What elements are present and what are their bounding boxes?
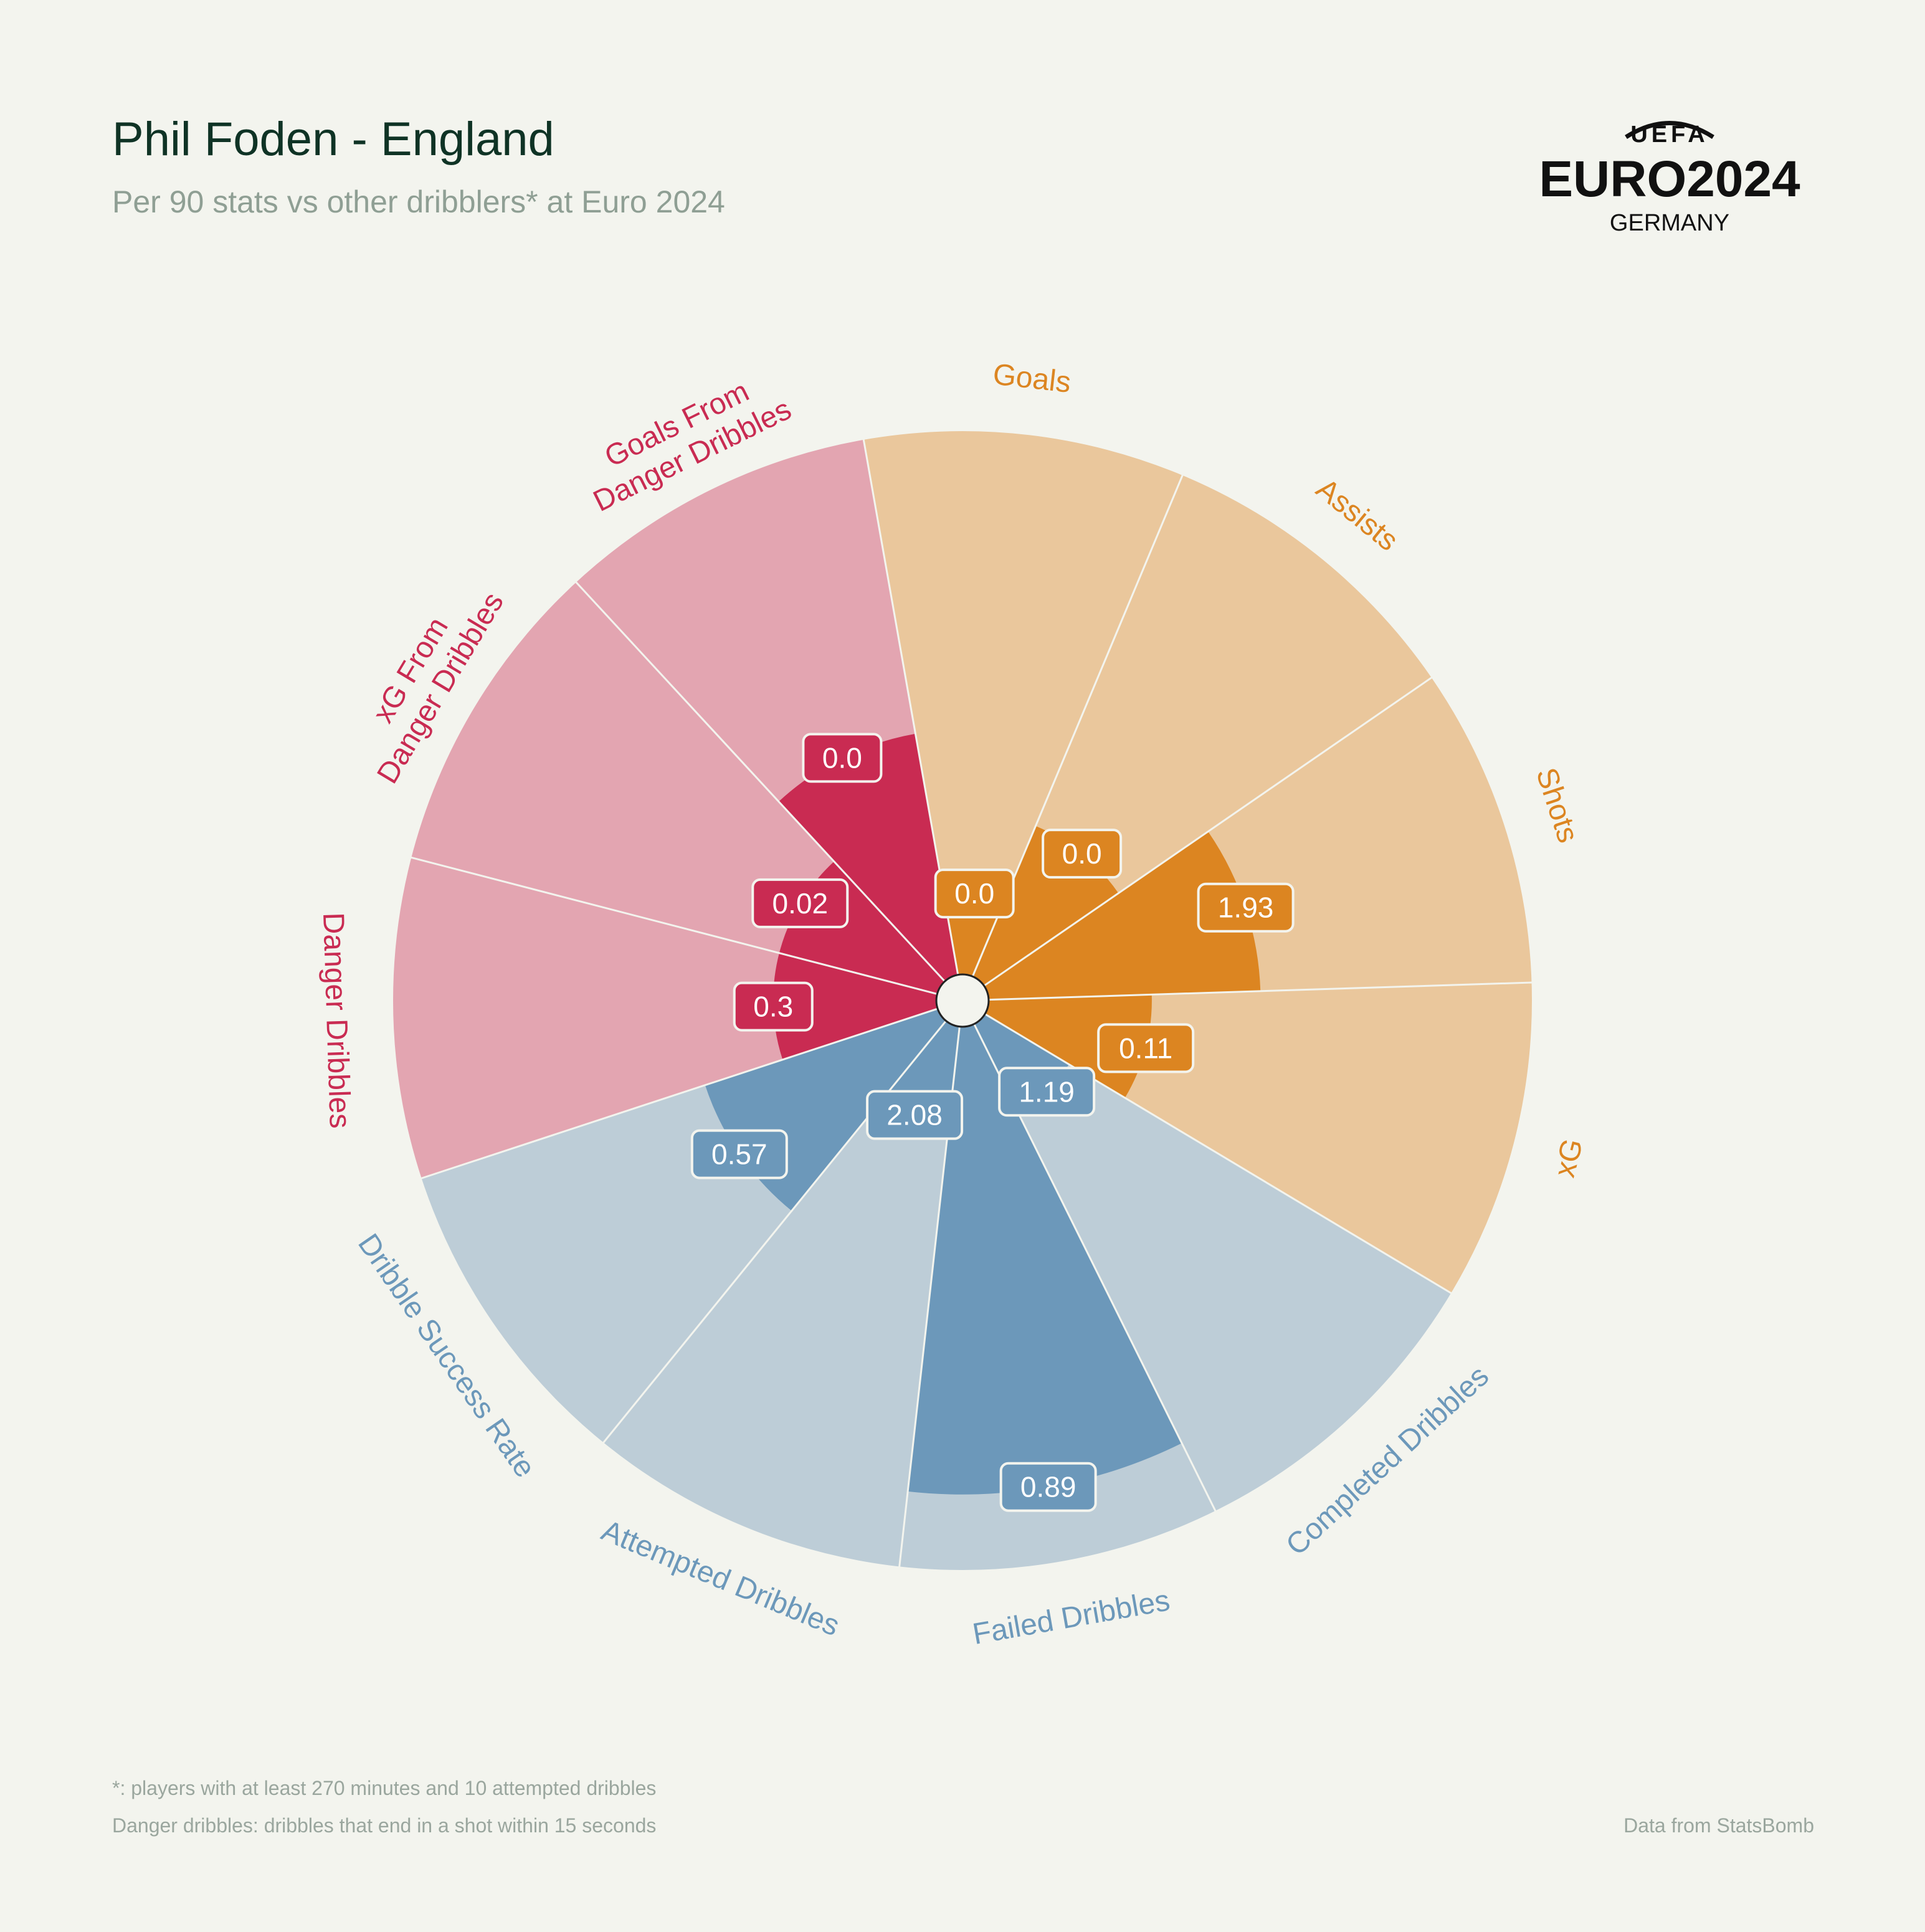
category-label-goals: Goals [991,358,1072,399]
slice-background-completed-dribbles [974,1014,1452,1511]
slice-bar-danger-dribbles [773,953,938,1060]
slice-bar-shots [984,831,1261,1000]
euro2024-logo: UEFA EURO2024 GERMANY [1539,121,1800,236]
svg-text:UEFA: UEFA [1630,121,1708,148]
value-text-danger-dribbles: 0.3 [753,991,793,1023]
value-label-attempted-dribbles: 2.08 [866,1090,964,1140]
value-label-shots: 1.93 [1197,882,1295,933]
category-label-line: Failed Dribbles [970,1584,1172,1651]
value-text-goals: 0.0 [954,877,994,910]
category-label-shots: Shots [1529,764,1585,847]
value-label-danger-dribbles: 0.3 [733,981,814,1032]
slice-divider [575,581,946,983]
slice-dividers [392,430,1533,1571]
value-label-completed-dribbles: 1.19 [998,1067,1096,1117]
category-label-assists: Assists [1310,472,1404,558]
value-text-dribble-success-rate: 0.57 [711,1138,768,1171]
value-text-xg-from-danger-dribbles: 0.02 [772,887,828,920]
value-label-xg-from-danger-dribbles: 0.02 [751,878,849,928]
value-text-shots: 1.93 [1218,892,1274,924]
svg-text:EURO2024: EURO2024 [1539,151,1800,207]
value-label-dribble-success-rate: 0.57 [690,1129,788,1179]
value-text-attempted-dribbles: 2.08 [886,1099,943,1131]
category-label-line: Danger Dribbles [316,912,356,1129]
footnote-players: *: players with at least 270 minutes and… [112,1777,657,1799]
footnote-danger-dribbles: Danger dribbles: dribbles that end in a … [112,1814,657,1837]
category-label-danger-dribbles: Danger Dribbles [316,912,356,1129]
value-label-xg: 0.11 [1097,1023,1195,1073]
value-label-failed-dribbles: 0.89 [999,1462,1097,1512]
data-source: Data from StatsBomb [1623,1814,1814,1837]
value-text-failed-dribbles: 0.89 [1020,1471,1077,1503]
category-label-failed-dribbles: Failed Dribbles [970,1584,1172,1651]
svg-text:GERMANY: GERMANY [1610,210,1729,236]
slice-divider [988,981,1533,1001]
chart-subtitle: Per 90 stats vs other dribblers* at Euro… [112,184,725,219]
value-label-goals: 0.0 [934,868,1015,919]
chart-title: Phil Foden - England [112,113,554,166]
slice-divider [421,1007,938,1179]
value-label-goals-from-danger-dribbles: 0.0 [802,733,883,783]
category-label-line: Goals [991,358,1072,399]
slice-background-danger-dribbles [392,857,938,1179]
value-text-goals-from-danger-dribbles: 0.0 [822,741,862,774]
value-text-xg: 0.11 [1119,1032,1172,1064]
slice-divider [984,1013,1452,1295]
slice-background-goals [863,431,1183,977]
slice-divider [410,856,938,995]
center-circle [935,973,990,1028]
outer-ring [392,430,1533,1571]
category-label-line: Shots [1529,764,1585,847]
slice-background-attempted-dribbles [603,1021,960,1568]
category-label-xg: xG [1548,1135,1590,1181]
value-text-completed-dribbles: 1.19 [1019,1075,1075,1108]
category-label-line: Assists [1310,472,1404,558]
slice-bar-goals-from-danger-dribbles [778,733,958,982]
slice-bar-failed-dribbles [908,1024,1182,1495]
value-label-assists: 0.0 [1042,829,1123,879]
category-label-line: xG [1548,1135,1590,1181]
value-text-assists: 0.0 [1062,837,1102,870]
value-labels: 0.0 0.0 1.93 0.11 1.19 0.89 2.08 0.57 0.3 0.02 0.0 [690,733,1295,1512]
slice-divider [983,676,1433,987]
